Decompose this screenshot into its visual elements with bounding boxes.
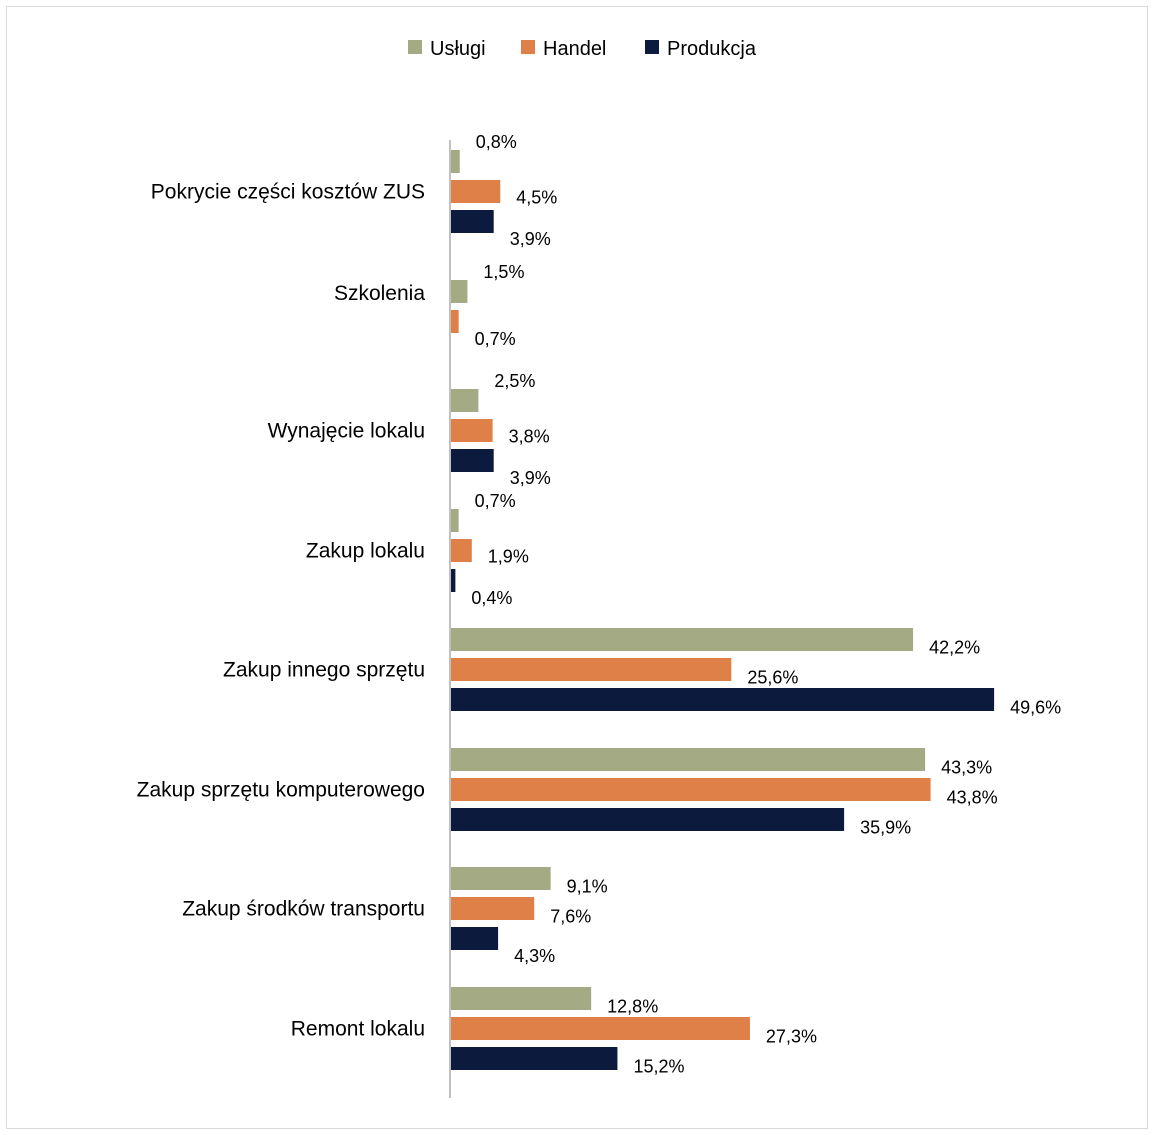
bar-produkcja-zakup-lokalu	[451, 569, 456, 592]
chart-frame	[6, 6, 1148, 1129]
data-label-produkcja-zakup-srodkow-transportu: 4,3%	[514, 946, 555, 966]
data-label-handel-zakup-srodkow-transportu: 7,6%	[550, 907, 591, 927]
bar-produkcja-zakup-srodkow-transportu	[451, 927, 499, 950]
legend-label-produkcja: Produkcja	[667, 38, 757, 60]
data-label-produkcja-wynajecie-lokalu: 3,9%	[510, 468, 551, 488]
data-label-handel-zakup-lokalu: 1,9%	[488, 547, 529, 567]
category-label-wynajecie-lokalu: Wynajęcie lokalu	[268, 420, 425, 443]
data-label-uslugi-szkolenia: 1,5%	[483, 262, 524, 282]
data-label-uslugi-wynajecie-lokalu: 2,5%	[494, 371, 535, 391]
data-label-produkcja-pokrycie-czesci-kosztow-zus: 3,9%	[510, 229, 551, 249]
category-label-pokrycie-czesci-kosztow-zus: Pokrycie części kosztów ZUS	[151, 181, 425, 204]
category-label-szkolenia: Szkolenia	[334, 282, 425, 305]
legend-swatch-handel	[521, 40, 535, 54]
legend-swatch-produkcja	[645, 40, 659, 54]
legend: Usługi Handel Produkcja	[408, 38, 757, 60]
bar-uslugi-szkolenia	[451, 280, 468, 303]
legend-label-uslugi: Usługi	[430, 38, 486, 60]
data-label-handel-wynajecie-lokalu: 3,8%	[509, 427, 550, 447]
category-label-zakup-lokalu: Zakup lokalu	[306, 540, 425, 563]
data-label-handel-remont-lokalu: 27,3%	[766, 1027, 817, 1047]
bar-uslugi-zakup-srodkow-transportu	[451, 867, 551, 890]
data-label-handel-zakup-sprzetu-komputerowego: 43,8%	[947, 788, 998, 808]
bar-handel-pokrycie-czesci-kosztow-zus	[451, 180, 501, 203]
bar-handel-zakup-srodkow-transportu	[451, 897, 535, 920]
bar-uslugi-remont-lokalu	[451, 987, 592, 1010]
data-label-uslugi-zakup-lokalu: 0,7%	[475, 491, 516, 511]
data-label-uslugi-pokrycie-czesci-kosztow-zus: 0,8%	[476, 132, 517, 152]
category-label-remont-lokalu: Remont lokalu	[291, 1018, 425, 1041]
data-label-uslugi-zakup-srodkow-transportu: 9,1%	[567, 877, 608, 897]
bar-produkcja-wynajecie-lokalu	[451, 449, 494, 472]
data-label-uslugi-zakup-sprzetu-komputerowego: 43,3%	[941, 758, 992, 778]
bar-produkcja-remont-lokalu	[451, 1047, 618, 1070]
bar-uslugi-wynajecie-lokalu	[451, 389, 479, 412]
bar-uslugi-pokrycie-czesci-kosztow-zus	[451, 150, 460, 173]
bar-uslugi-zakup-lokalu	[451, 509, 459, 532]
plot-area: Pokrycie części kosztów ZUS 0,8% 4,5% 3,9% S…	[137, 132, 1061, 1098]
data-label-handel-pokrycie-czesci-kosztow-zus: 4,5%	[516, 188, 557, 208]
data-label-produkcja-remont-lokalu: 15,2%	[633, 1057, 684, 1077]
bar-handel-zakup-innego-sprzetu	[451, 658, 732, 681]
bar-uslugi-zakup-sprzetu-komputerowego	[451, 748, 926, 771]
bar-produkcja-pokrycie-czesci-kosztow-zus	[451, 210, 494, 233]
bar-produkcja-zakup-sprzetu-komputerowego	[451, 808, 845, 831]
data-label-uslugi-remont-lokalu: 12,8%	[607, 997, 658, 1017]
bar-handel-zakup-lokalu	[451, 539, 472, 562]
bar-uslugi-zakup-innego-sprzetu	[451, 628, 914, 651]
data-label-handel-zakup-innego-sprzetu: 25,6%	[747, 668, 798, 688]
data-label-produkcja-zakup-lokalu: 0,4%	[471, 588, 512, 608]
data-label-produkcja-zakup-sprzetu-komputerowego: 35,9%	[860, 818, 911, 838]
bar-handel-remont-lokalu	[451, 1017, 750, 1040]
legend-swatch-uslugi	[408, 40, 422, 54]
category-label-zakup-innego-sprzetu: Zakup innego sprzętu	[223, 659, 425, 682]
bar-handel-szkolenia	[451, 310, 459, 333]
data-label-handel-szkolenia: 0,7%	[475, 329, 516, 349]
bar-handel-wynajecie-lokalu	[451, 419, 493, 442]
legend-label-handel: Handel	[543, 38, 606, 60]
category-label-zakup-sprzetu-komputerowego: Zakup sprzętu komputerowego	[137, 779, 425, 802]
bar-handel-zakup-sprzetu-komputerowego	[451, 778, 931, 801]
bar-produkcja-zakup-innego-sprzetu	[451, 688, 995, 711]
category-label-zakup-srodkow-transportu: Zakup środków transportu	[182, 898, 425, 921]
data-label-uslugi-zakup-innego-sprzetu: 42,2%	[929, 638, 980, 658]
data-label-produkcja-zakup-innego-sprzetu: 49,6%	[1010, 698, 1061, 718]
